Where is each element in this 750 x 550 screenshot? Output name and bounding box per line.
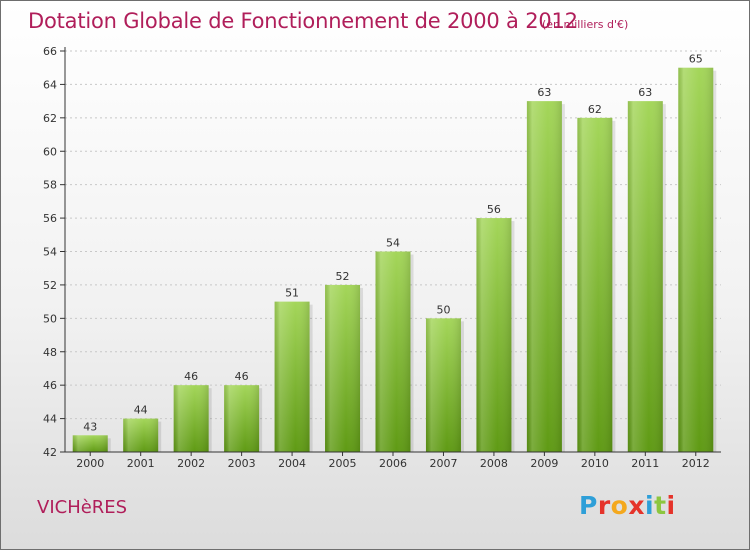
x-tick-label: 2012 <box>682 457 710 470</box>
bar-highlight <box>627 101 663 452</box>
bar-value-label: 46 <box>235 370 249 383</box>
x-tick-label: 2000 <box>76 457 104 470</box>
x-tick-label: 2001 <box>127 457 155 470</box>
bar-value-label: 65 <box>689 53 703 66</box>
bar-highlight <box>325 284 361 452</box>
chart-unit: (en milliers d'€) <box>542 18 629 31</box>
bar-highlight <box>526 101 562 452</box>
bar-value-label: 43 <box>83 420 97 433</box>
bar-value-label: 63 <box>537 86 551 99</box>
bar-value-label: 46 <box>184 370 198 383</box>
y-tick-label: 54 <box>43 246 57 259</box>
logo-letter: t <box>654 491 667 520</box>
y-tick-label: 42 <box>43 446 57 459</box>
y-tick-label: 58 <box>43 179 57 192</box>
bar-highlight <box>173 385 209 452</box>
logo-letter: o <box>610 491 629 520</box>
commune-name: VICHèRES <box>37 497 128 518</box>
x-tick-label: 2010 <box>581 457 609 470</box>
bar-highlight <box>72 435 108 452</box>
y-tick-label: 50 <box>43 312 57 325</box>
x-tick-label: 2005 <box>329 457 357 470</box>
y-tick-label: 44 <box>43 413 57 426</box>
y-tick-label: 46 <box>43 379 57 392</box>
bar-highlight <box>577 117 613 452</box>
y-tick-label: 48 <box>43 346 57 359</box>
bar-highlight <box>476 218 512 452</box>
chart-title: Dotation Globale de Fonctionnement de 20… <box>28 9 578 33</box>
bar-highlight <box>425 318 461 452</box>
logo-letter: i <box>666 491 676 520</box>
bar-highlight <box>123 418 159 452</box>
y-tick-label: 62 <box>43 112 57 125</box>
logo-letter: r <box>597 491 611 520</box>
x-tick-label: 2011 <box>631 457 659 470</box>
logo-letter: P <box>579 491 598 520</box>
bar-highlight <box>224 385 260 452</box>
logo-letter: i <box>645 491 655 520</box>
bar-value-label: 50 <box>436 303 450 316</box>
y-tick-label: 56 <box>43 212 57 225</box>
y-tick-label: 64 <box>43 78 57 91</box>
proxiti-logo: Proxiti <box>579 491 676 520</box>
x-tick-label: 2002 <box>177 457 205 470</box>
bar-value-label: 44 <box>134 404 148 417</box>
bar-value-label: 56 <box>487 203 501 216</box>
bar-value-label: 51 <box>285 287 299 300</box>
x-tick-label: 2007 <box>429 457 457 470</box>
x-tick-label: 2009 <box>530 457 558 470</box>
x-tick-label: 2006 <box>379 457 407 470</box>
y-tick-label: 66 <box>43 45 57 58</box>
bar-highlight <box>678 67 714 452</box>
bar-highlight <box>274 301 310 452</box>
y-tick-label: 52 <box>43 279 57 292</box>
y-tick-label: 60 <box>43 145 57 158</box>
x-tick-label: 2004 <box>278 457 306 470</box>
x-tick-label: 2003 <box>228 457 256 470</box>
bar-highlight <box>375 251 411 452</box>
bar-value-label: 63 <box>638 86 652 99</box>
bar-value-label: 62 <box>588 103 602 116</box>
bar-value-label: 54 <box>386 237 400 250</box>
bar-value-label: 52 <box>336 270 350 283</box>
x-tick-label: 2008 <box>480 457 508 470</box>
logo-letter: x <box>628 491 645 520</box>
